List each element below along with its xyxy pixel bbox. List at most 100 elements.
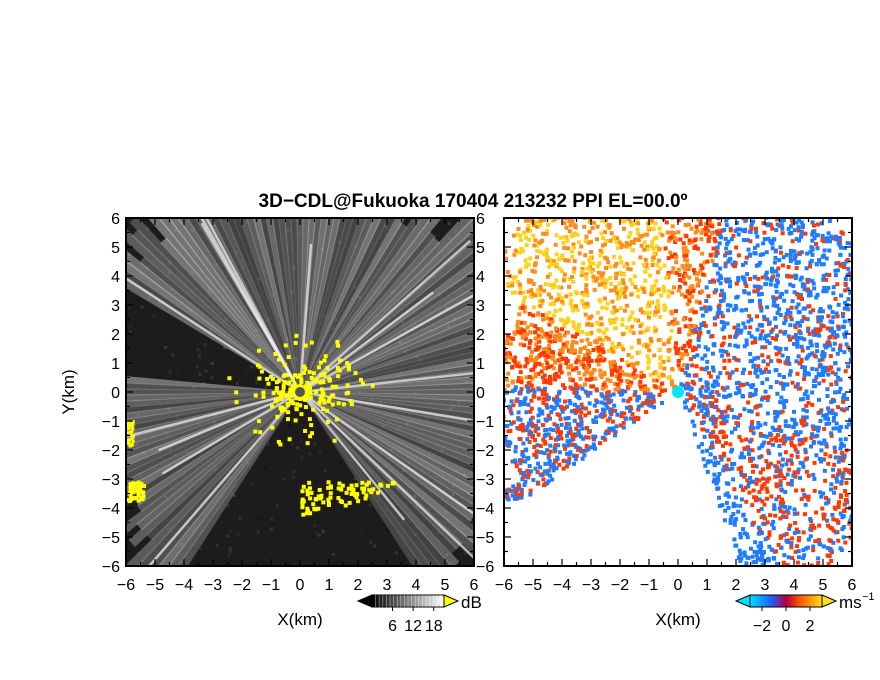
velocity-cell <box>859 272 863 276</box>
velocity-cell <box>818 306 823 311</box>
velocity-cell <box>562 406 567 411</box>
velocity-cell <box>602 177 606 181</box>
echo-cell <box>293 340 298 345</box>
velocity-cell <box>670 224 675 229</box>
velocity-cell <box>528 417 533 422</box>
reflectivity-ray <box>300 392 453 566</box>
velocity-cell <box>690 212 694 216</box>
echo-cell <box>321 407 326 412</box>
velocity-cell <box>512 387 517 392</box>
velocity-cell <box>721 434 726 439</box>
velocity-cell <box>560 318 565 323</box>
noise-speck <box>271 396 275 400</box>
velocity-cell <box>767 451 772 456</box>
velocity-cell <box>499 255 503 259</box>
velocity-cell <box>731 512 736 517</box>
velocity-cell <box>715 245 720 250</box>
velocity-cell <box>783 439 788 444</box>
velocity-cell <box>619 344 624 349</box>
velocity-cell <box>721 292 726 297</box>
velocity-cell <box>655 180 659 184</box>
echo-cell <box>133 495 138 500</box>
velocity-cell <box>722 335 727 340</box>
velocity-cell <box>790 555 795 560</box>
velocity-cell <box>804 469 809 474</box>
velocity-cell <box>589 358 594 363</box>
velocity-cell <box>662 388 667 393</box>
velocity-cell <box>608 321 613 326</box>
velocity-cell <box>544 214 548 218</box>
noise-speck <box>452 317 456 321</box>
velocity-cell <box>692 403 697 408</box>
velocity-cell <box>831 474 836 479</box>
velocity-cell <box>547 374 552 379</box>
velocity-cell <box>641 373 646 378</box>
velocity-cell <box>588 445 593 450</box>
velocity-cell <box>670 270 675 275</box>
velocity-cell <box>586 304 591 309</box>
velocity-cell <box>569 298 574 303</box>
noise-speck <box>406 456 410 460</box>
noise-speck <box>400 264 404 268</box>
velocity-cell <box>547 258 552 263</box>
velocity-cell <box>739 556 744 561</box>
velocity-cell <box>858 485 862 489</box>
velocity-cell <box>584 289 589 294</box>
velocity-cell <box>746 247 751 252</box>
velocity-cell <box>726 239 731 244</box>
velocity-cell <box>739 438 744 443</box>
velocity-cell <box>753 559 758 564</box>
velocity-cell <box>822 352 827 357</box>
velocity-cell <box>792 511 797 516</box>
velocity-cell <box>519 376 524 381</box>
velocity-cell <box>631 330 636 335</box>
noise-speck <box>447 222 451 226</box>
noise-speck <box>457 339 461 343</box>
velocity-cell <box>758 423 763 428</box>
velocity-cell <box>580 266 585 271</box>
velocity-cell <box>861 459 865 463</box>
velocity-cell <box>559 327 564 332</box>
noise-speck <box>336 220 340 224</box>
velocity-cell <box>579 422 584 427</box>
y-tick-label: 4 <box>111 269 120 286</box>
velocity-cell <box>734 202 738 206</box>
echo-cell <box>287 437 292 442</box>
velocity-cell <box>742 455 747 460</box>
velocity-cell <box>736 509 741 514</box>
echo-cell <box>131 435 135 439</box>
velocity-cell <box>643 278 648 283</box>
velocity-cell <box>705 359 710 364</box>
velocity-cell <box>630 310 635 315</box>
noise-speck <box>264 466 268 470</box>
velocity-cell <box>767 200 771 204</box>
velocity-cell <box>819 441 824 446</box>
velocity-cell <box>774 428 779 433</box>
velocity-cell <box>666 356 671 361</box>
velocity-cell <box>574 340 579 345</box>
noise-speck <box>226 504 230 508</box>
velocity-cell <box>526 289 531 294</box>
echo-cell <box>129 444 133 448</box>
velocity-cell <box>859 488 863 492</box>
reflectivity-ray <box>126 392 300 446</box>
velocity-cell <box>721 443 726 448</box>
velocity-cell <box>777 350 782 355</box>
velocity-cell <box>594 346 599 351</box>
velocity-cell <box>657 246 662 251</box>
echo-cell <box>319 493 324 498</box>
velocity-cell <box>797 201 801 205</box>
velocity-cell <box>620 183 624 187</box>
velocity-cell <box>589 322 594 327</box>
velocity-cell <box>765 567 769 571</box>
noise-speck <box>246 368 250 372</box>
echo-cell <box>288 399 293 404</box>
echo-cell <box>308 391 313 396</box>
velocity-cell <box>558 335 563 340</box>
velocity-cell <box>753 367 758 372</box>
noise-speck <box>396 307 400 311</box>
velocity-cell <box>514 398 519 403</box>
velocity-cell <box>608 238 613 243</box>
velocity-cell <box>837 243 842 248</box>
velocity-cell <box>827 219 832 224</box>
